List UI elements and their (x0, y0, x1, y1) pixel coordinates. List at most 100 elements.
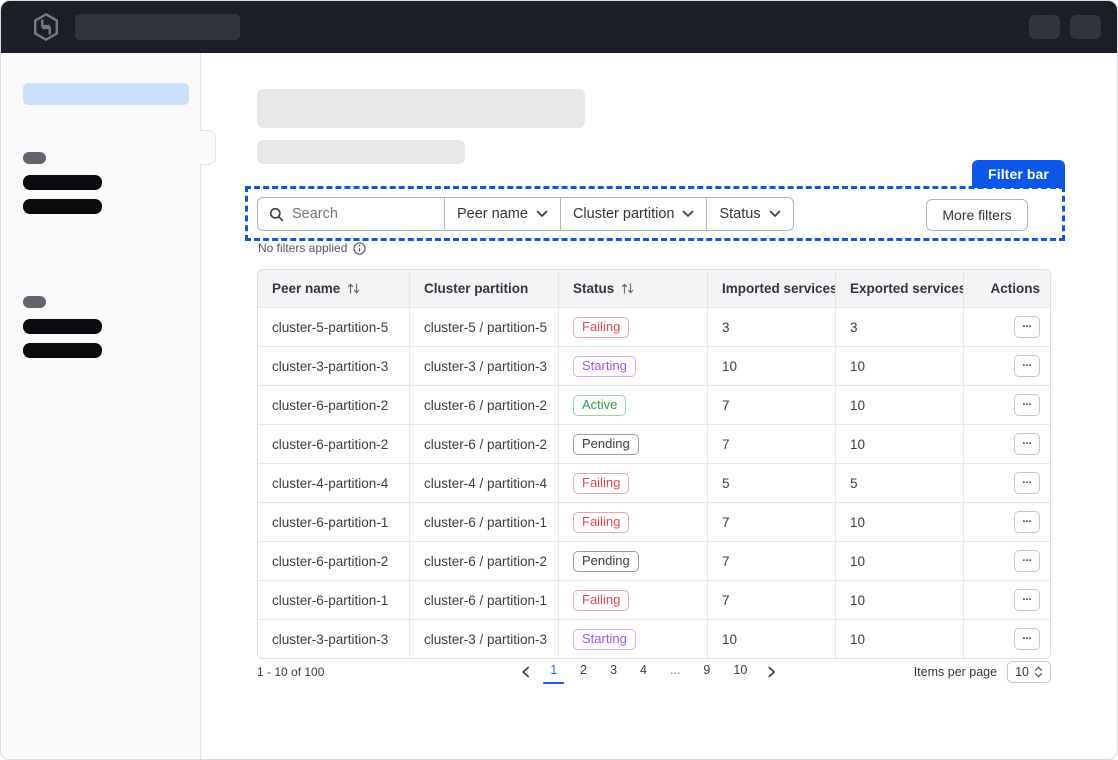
search-icon (269, 207, 284, 221)
sidebar-item-skeleton-1[interactable] (23, 175, 102, 190)
pagination-page-4[interactable]: 4 (640, 663, 648, 677)
exported-services-cell: 5 (835, 464, 963, 502)
column-header-exported-services: Exported services (835, 270, 963, 307)
status-cell: Starting (558, 620, 707, 658)
sort-icon[interactable] (621, 282, 634, 295)
cluster-partition-cell: cluster-6 / partition-2 (409, 425, 558, 463)
table-header-row: Peer name Cluster partition Status (258, 270, 1050, 307)
table-row: cluster-6-partition-1 cluster-6 / partit… (258, 580, 1050, 619)
exported-services-cell: 10 (835, 542, 963, 580)
imported-services-cell: 7 (707, 542, 835, 580)
pagination-range: 1 - 10 of 100 (257, 665, 325, 679)
column-header-imported-services: Imported services (707, 270, 835, 307)
status-cell: Pending (558, 542, 707, 580)
actions-cell: ... (963, 308, 1050, 346)
no-filters-text: No filters applied (258, 241, 348, 255)
table-body: cluster-5-partition-5 cluster-5 / partit… (258, 307, 1050, 658)
actions-cell: ... (963, 581, 1050, 619)
imported-services-cell: 7 (707, 581, 835, 619)
pagination-prev-icon[interactable] (517, 666, 534, 678)
table-row: cluster-6-partition-1 cluster-6 / partit… (258, 502, 1050, 541)
peer-name-cell: cluster-3-partition-3 (272, 631, 389, 647)
peer-name-cell: cluster-6-partition-2 (272, 436, 389, 452)
imported-services-cell: 10 (707, 620, 835, 658)
status-dropdown[interactable]: Status (706, 198, 792, 230)
peer-name-dropdown[interactable]: Peer name (444, 198, 560, 230)
info-icon[interactable] (353, 241, 367, 255)
cluster-partition-cell: cluster-6 / partition-1 (409, 581, 558, 619)
pagination-page-3[interactable]: 3 (610, 663, 618, 677)
exported-services-cell: 10 (835, 620, 963, 658)
row-actions-button[interactable]: ... (1014, 316, 1040, 338)
status-cell: Pending (558, 425, 707, 463)
search-field[interactable] (258, 198, 444, 230)
imported-services-cell: 7 (707, 386, 835, 424)
chevron-down-icon (769, 210, 780, 217)
row-actions-button[interactable]: ... (1014, 394, 1040, 416)
more-filters-button[interactable]: More filters (926, 199, 1028, 231)
table-row: cluster-3-partition-3 cluster-3 / partit… (258, 346, 1050, 385)
sidebar (1, 53, 201, 759)
annotation-label: Filter bar (972, 160, 1065, 188)
sidebar-active-item-skeleton[interactable] (23, 83, 189, 105)
cluster-partition-cell: cluster-5 / partition-5 (409, 308, 558, 346)
page-subtitle-skeleton (257, 140, 465, 164)
sidebar-item-skeleton-2[interactable] (23, 199, 102, 214)
peer-name-cell: cluster-3-partition-3 (272, 358, 389, 374)
cluster-partition-dropdown[interactable]: Cluster partition (559, 198, 707, 230)
main-content: Filter bar Peer name Cluster partition S… (201, 53, 1117, 759)
annotation-dashed-box (245, 186, 1065, 241)
items-per-page-select[interactable]: 10 (1007, 661, 1051, 683)
status-cell: Failing (558, 464, 707, 502)
status-cell: Failing (558, 308, 707, 346)
page-title-skeleton (257, 89, 585, 128)
row-actions-button[interactable]: ... (1014, 472, 1040, 494)
pagination-page-1[interactable]: 1 (543, 660, 565, 684)
sidebar-collapse-handle[interactable] (200, 130, 216, 165)
top-nav (1, 1, 1117, 53)
sidebar-item-skeleton-3[interactable] (23, 319, 102, 334)
imported-services-cell: 7 (707, 503, 835, 541)
peer-name-cell: cluster-6-partition-2 (272, 397, 389, 413)
imported-services-cell: 10 (707, 347, 835, 385)
peer-name-dropdown-label: Peer name (457, 206, 528, 222)
row-actions-button[interactable]: ... (1014, 628, 1040, 650)
pagination-next-icon[interactable] (763, 666, 780, 678)
sidebar-item-skeleton-4[interactable] (23, 343, 102, 358)
pagination-page-10[interactable]: 10 (733, 663, 748, 677)
actions-cell: ... (963, 386, 1050, 424)
hashicorp-logo-icon (34, 12, 58, 42)
row-actions-button[interactable]: ... (1014, 433, 1040, 455)
status-badge: Starting (573, 355, 636, 377)
nav-action-skeleton-1[interactable] (1029, 15, 1060, 39)
sort-icon[interactable] (347, 282, 360, 295)
pagination-page-2[interactable]: 2 (580, 663, 588, 677)
row-actions-button[interactable]: ... (1014, 589, 1040, 611)
stepper-icon (1034, 666, 1043, 678)
search-input[interactable] (292, 206, 412, 222)
pagination-ellipsis: ... (670, 663, 681, 677)
exported-services-cell: 10 (835, 347, 963, 385)
row-actions-button[interactable]: ... (1014, 511, 1040, 533)
peers-table: Peer name Cluster partition Status (257, 269, 1051, 659)
column-header-peer-name[interactable]: Peer name (258, 270, 409, 307)
row-actions-button[interactable]: ... (1014, 355, 1040, 377)
cluster-partition-cell: cluster-3 / partition-3 (409, 347, 558, 385)
items-per-page: Items per page 10 (914, 661, 1051, 683)
nav-search-skeleton[interactable] (75, 14, 240, 40)
exported-services-cell: 10 (835, 425, 963, 463)
pagination-pages: 1 2 3 4... 9 10 (517, 660, 780, 684)
column-header-status[interactable]: Status (558, 270, 707, 307)
exported-services-cell: 10 (835, 503, 963, 541)
filter-bar: Peer name Cluster partition Status (257, 197, 794, 231)
actions-cell: ... (963, 347, 1050, 385)
status-dropdown-label: Status (719, 206, 761, 222)
pagination-page-9[interactable]: 9 (703, 663, 711, 677)
row-actions-button[interactable]: ... (1014, 550, 1040, 572)
table-row: cluster-3-partition-3 cluster-3 / partit… (258, 619, 1050, 658)
status-cell: Failing (558, 581, 707, 619)
nav-action-skeleton-2[interactable] (1070, 15, 1101, 39)
status-cell: Active (558, 386, 707, 424)
status-badge: Pending (573, 433, 639, 455)
